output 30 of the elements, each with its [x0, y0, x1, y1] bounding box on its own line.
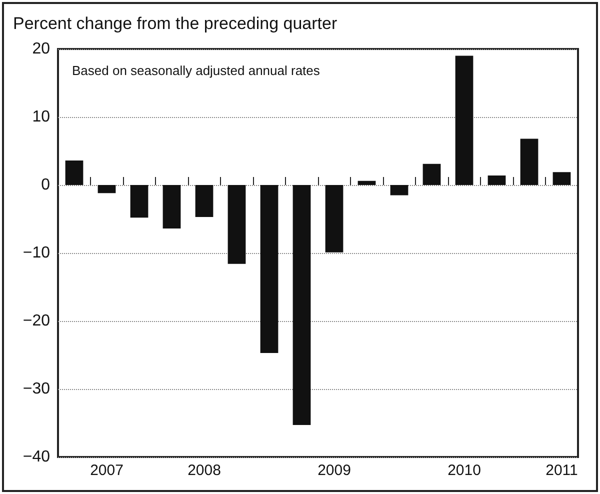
x-tick-label: 2008 [188, 462, 221, 479]
y-tick-label: −40 [22, 448, 50, 466]
bar [325, 185, 344, 252]
x-tick-label: 2009 [318, 462, 351, 479]
bar [260, 185, 278, 353]
bar [98, 185, 116, 194]
y-tick-label: 10 [32, 108, 50, 126]
y-tick-label: −20 [22, 312, 50, 330]
bar [228, 185, 246, 264]
bar [455, 56, 474, 185]
y-tick-label: −30 [22, 380, 50, 398]
bar [488, 175, 506, 185]
bar [358, 180, 376, 185]
x-tick-label: 2010 [448, 462, 481, 479]
bar [195, 185, 214, 217]
bar [390, 185, 408, 196]
bar [552, 172, 571, 185]
bar [422, 164, 441, 185]
x-tick-label: 2011 [546, 462, 578, 479]
y-tick-label: 0 [41, 176, 50, 194]
chart-title: Percent change from the preceding quarter [13, 14, 338, 33]
y-tick-label: −10 [22, 244, 50, 262]
bar [520, 138, 538, 185]
bar [162, 185, 181, 229]
bar [65, 160, 84, 185]
y-tick-label: 20 [32, 40, 50, 58]
bar [292, 185, 311, 426]
bar [130, 185, 148, 218]
annotation: Based on seasonally adjusted annual rates [72, 63, 320, 78]
x-tick-label: 2007 [90, 462, 124, 479]
